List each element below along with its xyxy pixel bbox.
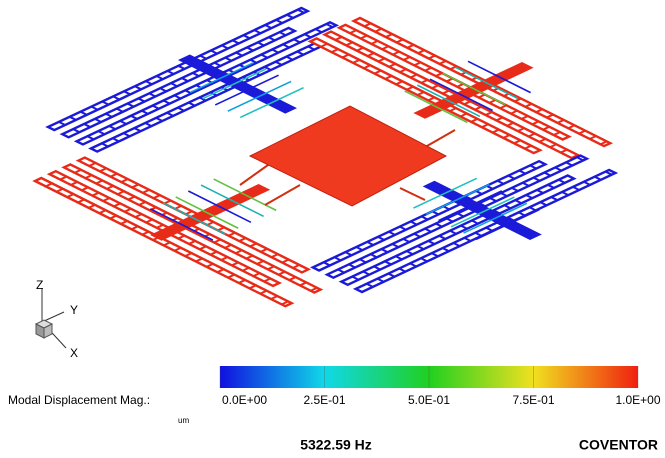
colorbar-tick-label: 5.0E-01 <box>408 393 450 407</box>
brand: COVENTOR <box>579 437 658 453</box>
tether <box>400 188 425 200</box>
colorbar-tick-label: 1.0E+00 <box>615 393 660 407</box>
z-label: Z <box>36 278 43 292</box>
colorbar-tick-label: 0.0E+00 <box>222 393 267 407</box>
colorbar-label: Modal Displacement Mag.: <box>8 393 150 407</box>
viewport: Z Y X Modal Displacement Mag.: um 5322.5… <box>0 0 665 458</box>
proof-mass <box>250 106 446 206</box>
colorbar-tick-label: 7.5E-01 <box>512 393 554 407</box>
x-label: X <box>70 346 78 360</box>
axis-triad: Z Y X <box>36 278 78 360</box>
colorbar-unit: um <box>178 416 189 425</box>
frequency: 5322.59 Hz <box>300 437 372 453</box>
colorbar-tick-label: 2.5E-01 <box>303 393 345 407</box>
tether <box>265 185 300 205</box>
y-label: Y <box>70 303 78 317</box>
